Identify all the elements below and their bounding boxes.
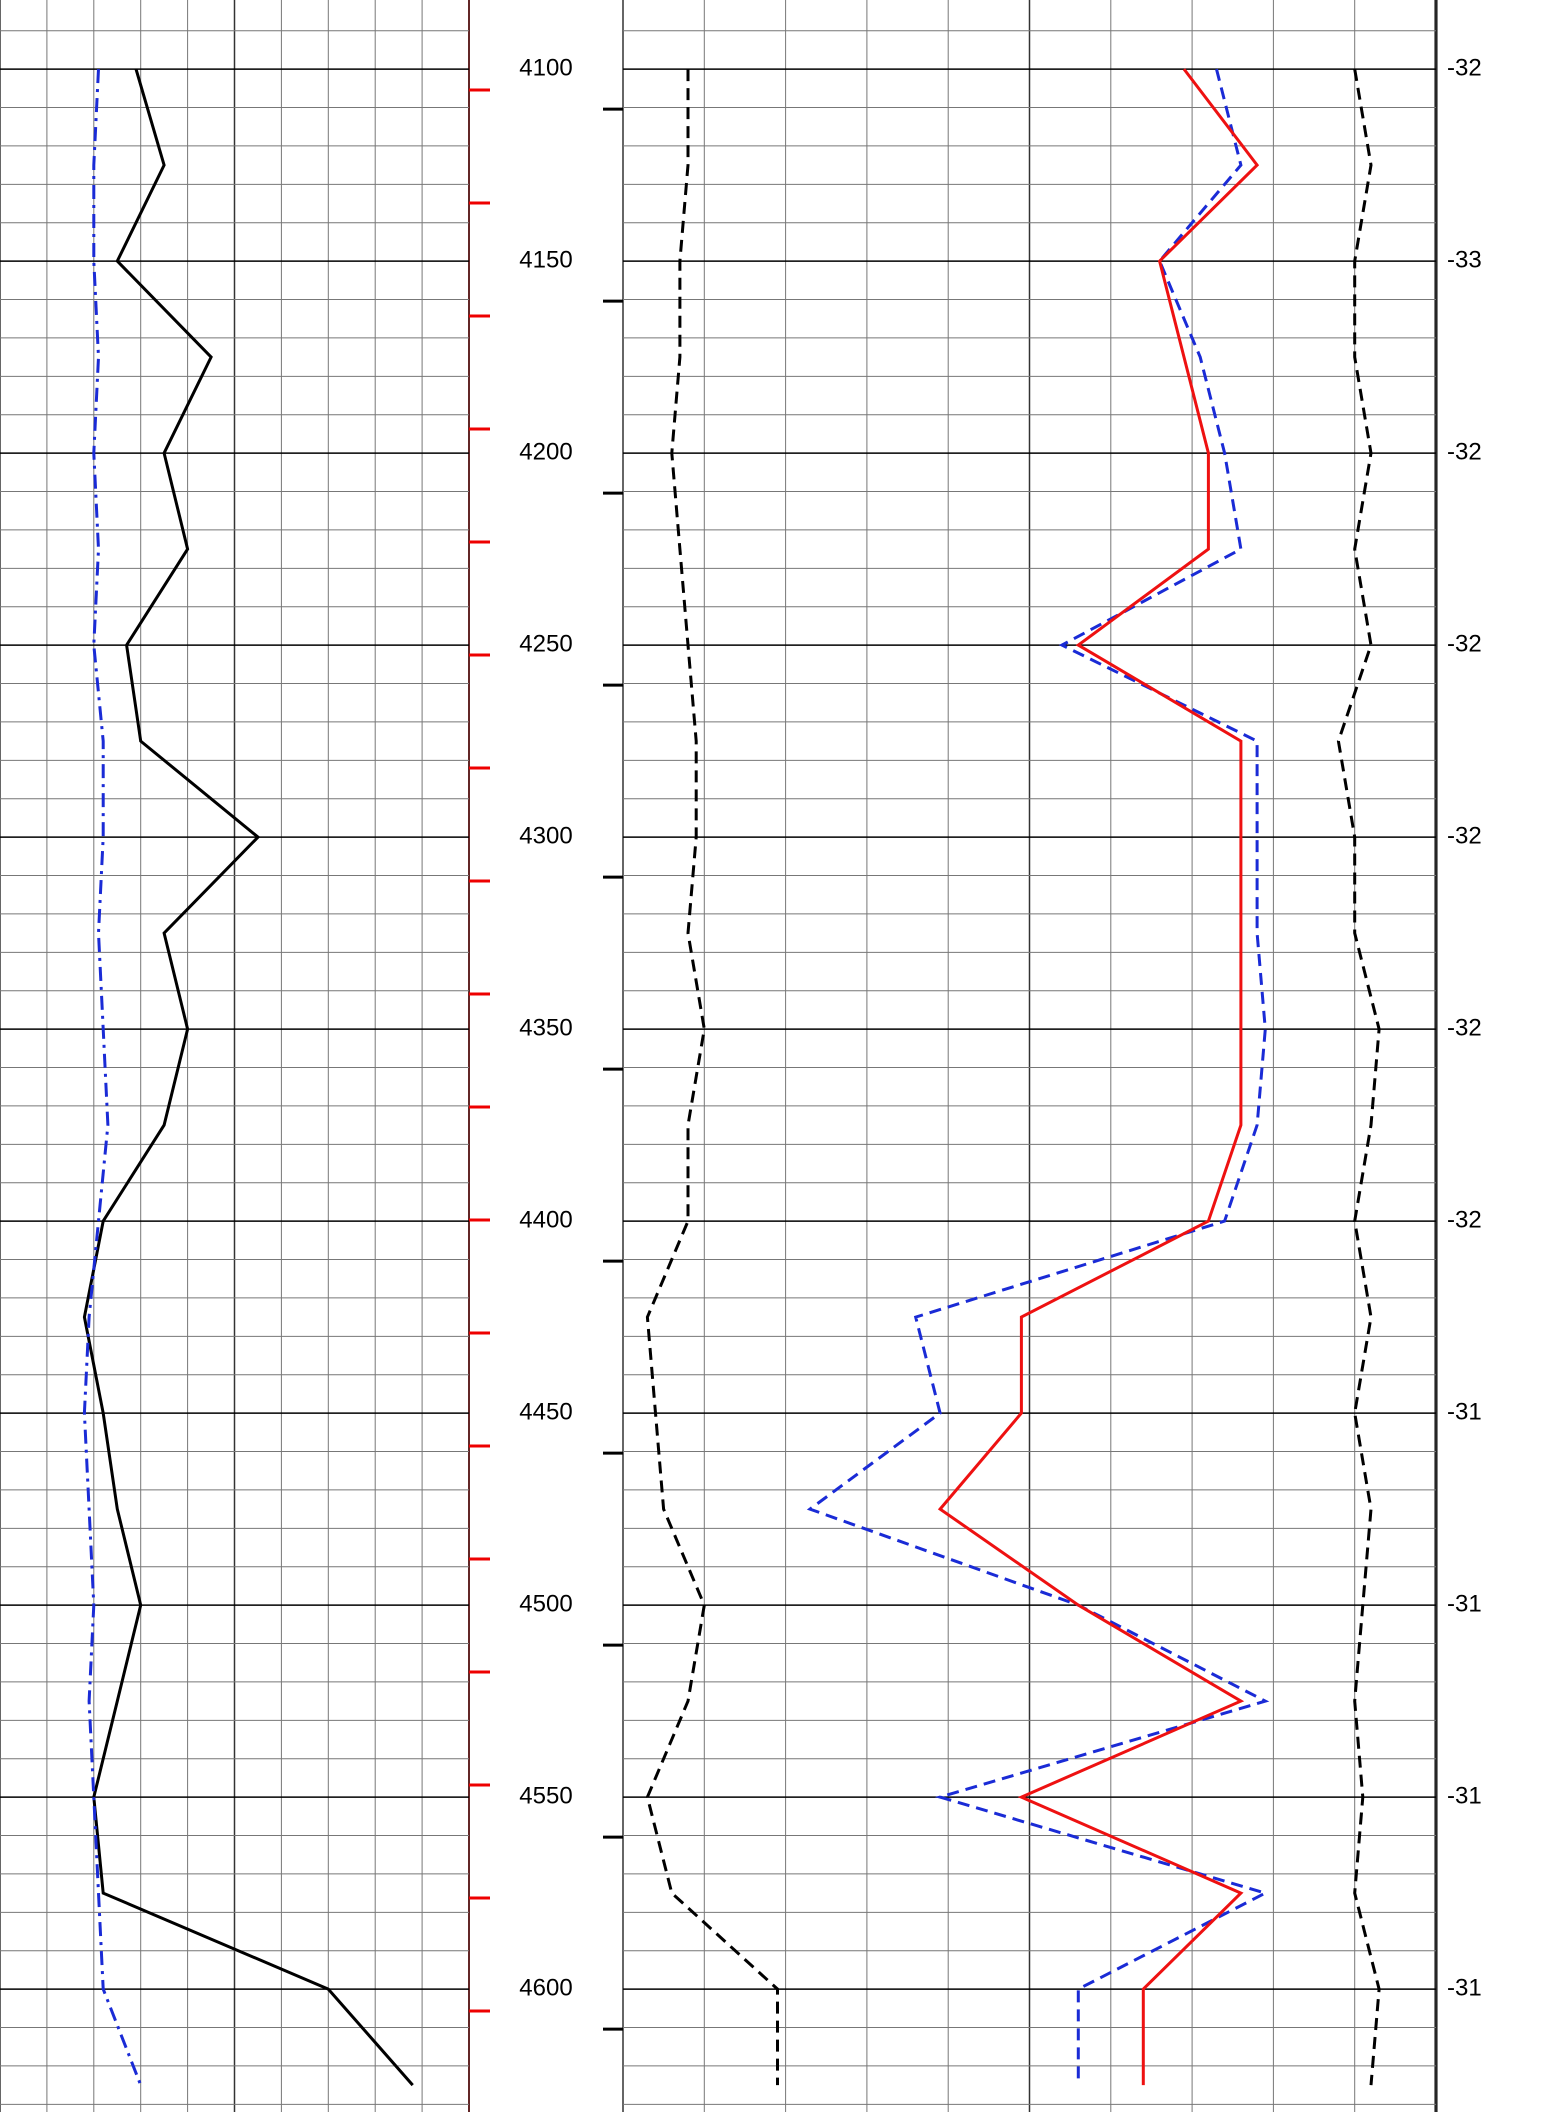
right-label: -32 xyxy=(1447,54,1482,81)
right-label: -32 xyxy=(1447,1206,1482,1233)
depth-label: 4500 xyxy=(519,1590,572,1617)
depth-label: 4100 xyxy=(519,54,572,81)
right-label: -31 xyxy=(1447,1590,1482,1617)
depth-label: 4300 xyxy=(519,822,572,849)
depth-label: 4450 xyxy=(519,1398,572,1425)
log-curve xyxy=(82,68,414,2087)
log-curve xyxy=(82,69,143,2086)
log-curve xyxy=(806,68,1270,2086)
right-label: -32 xyxy=(1447,822,1482,849)
log-curve xyxy=(937,68,1260,2086)
right-label: -31 xyxy=(1447,1398,1482,1425)
depth-label: 4400 xyxy=(519,1206,572,1233)
depth-label: 4250 xyxy=(519,630,572,657)
right-label: -32 xyxy=(1447,1014,1482,1041)
right-label: -33 xyxy=(1447,246,1482,273)
right-label: -31 xyxy=(1447,1782,1482,1809)
depth-label: 4350 xyxy=(519,1014,572,1041)
depth-label: 4150 xyxy=(519,246,572,273)
depth-label: 4550 xyxy=(519,1782,572,1809)
right-label: -32 xyxy=(1447,438,1482,465)
log-curve xyxy=(645,69,779,2086)
right-label: -31 xyxy=(1447,1974,1482,2001)
depth-label: 4600 xyxy=(519,1974,572,2001)
right-label: -32 xyxy=(1447,630,1482,657)
depth-label: 4200 xyxy=(519,438,572,465)
